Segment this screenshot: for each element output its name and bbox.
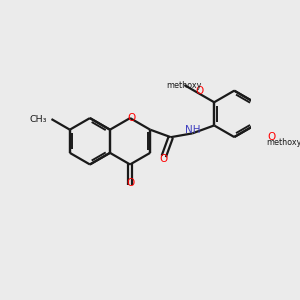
Text: CH₃: CH₃ <box>29 115 47 124</box>
Text: methoxy: methoxy <box>167 80 202 89</box>
Text: O: O <box>267 132 275 142</box>
Text: O: O <box>128 113 136 123</box>
Text: O: O <box>126 178 134 188</box>
Text: NH: NH <box>184 125 200 135</box>
Text: O: O <box>160 154 168 164</box>
Text: methoxy: methoxy <box>266 138 300 147</box>
Text: O: O <box>195 86 203 96</box>
